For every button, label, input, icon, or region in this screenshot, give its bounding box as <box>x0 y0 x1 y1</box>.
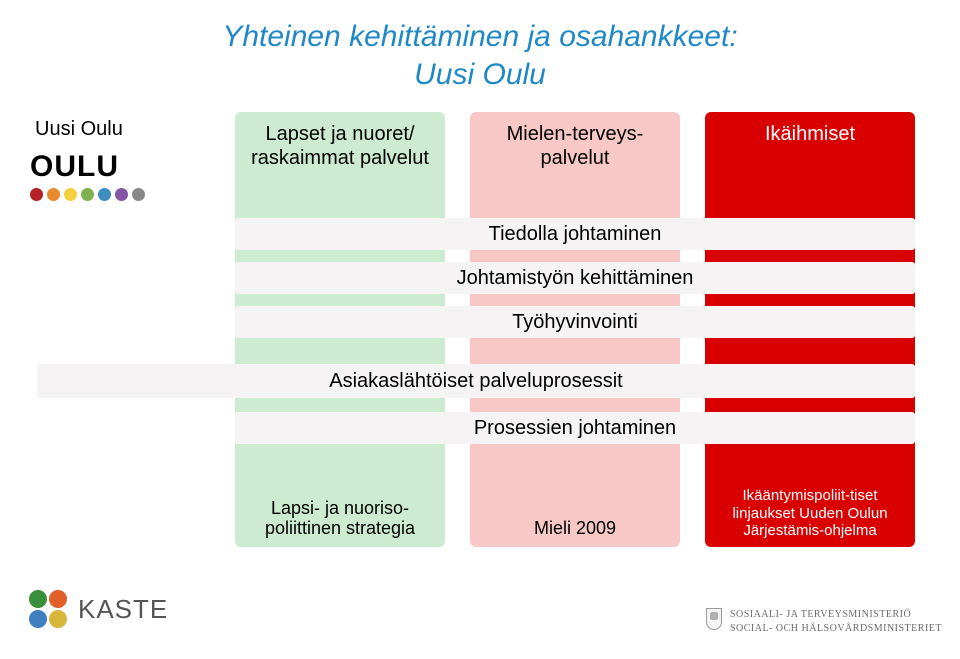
dot-icon <box>49 610 67 628</box>
title-line2: Uusi Oulu <box>414 58 546 91</box>
ministry-line2: SOCIAL- OCH HÄLSOVÅRDSMINISTERIET <box>730 622 942 636</box>
band-4: Prosessien johtaminen <box>235 412 915 444</box>
dot-icon <box>29 610 47 628</box>
band-1: Johtamistyön kehittäminen <box>235 262 915 294</box>
dot-icon <box>49 590 67 608</box>
oulu-logo-word: OULU <box>30 150 149 184</box>
dot-icon <box>47 188 60 201</box>
column-header-0: Lapset ja nuoret/ raskaimmat palvelut <box>235 112 445 170</box>
column-footer-2: Ikääntymispoliit-tiset linjaukset Uuden … <box>705 487 915 539</box>
ministry-line1: SOSIAALI- JA TERVEYSMINISTERIÖ <box>730 608 942 622</box>
dot-icon <box>81 188 94 201</box>
kaste-logo-icon <box>28 589 70 629</box>
column-header-2: Ikäihmiset <box>705 112 915 146</box>
ministry-text: SOSIAALI- JA TERVEYSMINISTERIÖ SOCIAL- O… <box>730 608 942 635</box>
column-footer-0: Lapsi- ja nuoriso-poliittinen strategia <box>235 498 445 539</box>
band-3: Asiakaslähtöiset palveluprosessit <box>37 364 915 398</box>
column-header-1: Mielen-terveys-palvelut <box>470 112 680 170</box>
dot-icon <box>64 188 77 201</box>
oulu-logo-dots <box>30 188 149 206</box>
kaste-logo-word: KASTE <box>78 594 168 625</box>
diagram-grid: Lapset ja nuoret/ raskaimmat palvelut Lap… <box>235 112 915 547</box>
dot-icon <box>30 188 43 201</box>
band-2: Työhyvinvointi <box>235 306 915 338</box>
band-0: Tiedolla johtaminen <box>235 218 915 250</box>
dot-icon <box>98 188 111 201</box>
dot-icon <box>115 188 128 201</box>
kaste-logo: KASTE <box>28 589 168 629</box>
crest-icon <box>706 608 722 630</box>
side-label: Uusi Oulu <box>35 118 123 141</box>
column-footer-1: Mieli 2009 <box>470 518 680 539</box>
title-line1: Yhteinen kehittäminen ja osahankkeet: <box>222 20 737 53</box>
dot-icon <box>132 188 145 201</box>
page-title: Yhteinen kehittäminen ja osahankkeet: Uu… <box>0 0 960 93</box>
ministry-logo: SOSIAALI- JA TERVEYSMINISTERIÖ SOCIAL- O… <box>706 608 942 635</box>
dot-icon <box>29 590 47 608</box>
oulu-logo: OULU <box>30 150 149 206</box>
